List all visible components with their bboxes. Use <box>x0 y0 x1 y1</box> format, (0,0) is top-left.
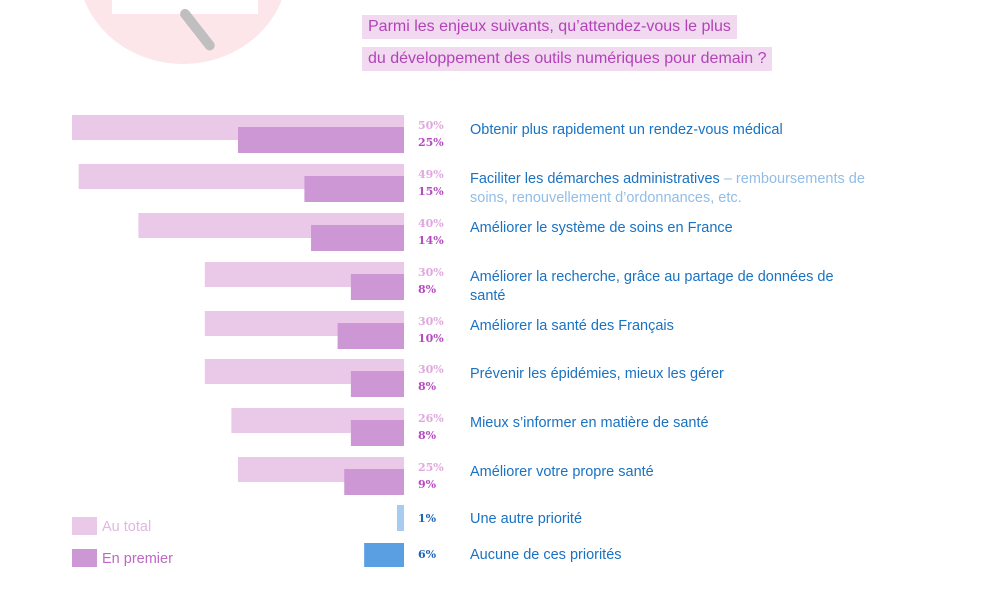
legend-label-total: Au total <box>102 519 152 535</box>
value-label-total-6: 26% <box>418 412 444 425</box>
category-label-7: Améliorer votre propre santé <box>470 463 890 482</box>
bar-first-2 <box>311 225 404 251</box>
legend-swatch-total <box>72 517 97 535</box>
value-label-first-3: 8% <box>418 283 437 296</box>
category-label-9: Aucune de ces priorités <box>470 546 890 565</box>
category-label-5: Prévenir les épidémies, mieux les gérer <box>470 365 890 384</box>
category-label-main: Aucune de ces priorités <box>470 547 622 563</box>
bar-first-3 <box>350 274 404 300</box>
value-label-total-4: 30% <box>418 315 444 328</box>
chart-title-line-1: Parmi les enjeux suivants, qu’attendez-v… <box>362 15 737 39</box>
bar-other-first-9 <box>364 543 404 567</box>
category-label-3: Améliorer la recherche, grâce au partage… <box>470 268 850 306</box>
value-label-total-0: 50% <box>418 119 444 132</box>
value-label-total-2: 40% <box>418 217 444 230</box>
category-label-1: Faciliter les démarches administratives … <box>470 170 890 208</box>
category-label-4: Améliorer la santé des Français <box>470 317 890 336</box>
legend-label-first: En premier <box>102 551 173 567</box>
value-label-total-5: 30% <box>418 363 444 376</box>
bar-first-0 <box>238 127 404 153</box>
value-label-first-1: 15% <box>418 185 444 198</box>
category-label-main: Une autre priorité <box>470 511 583 527</box>
category-label-0: Obtenir plus rapidement un rendez-vous m… <box>470 121 890 140</box>
value-label-total-8: 1% <box>418 512 437 525</box>
category-label-6: Mieux s’informer en matière de santé <box>470 414 890 433</box>
category-label-main: Améliorer votre propre santé <box>470 464 654 480</box>
category-label-main: Prévenir les épidémies, mieux les gérer <box>470 366 724 382</box>
chart-title-line-2: du développement des outils numériques p… <box>362 47 773 71</box>
category-label-main: Améliorer la santé des Français <box>470 318 674 334</box>
bar-first-5 <box>350 371 404 397</box>
value-label-first-2: 14% <box>418 234 444 247</box>
value-label-total-7: 25% <box>418 461 444 474</box>
bar-first-6 <box>350 420 404 446</box>
legend-swatch-first <box>72 549 97 567</box>
value-label-first-4: 10% <box>418 332 444 345</box>
value-label-total-3: 30% <box>418 266 444 279</box>
bar-other-total-8 <box>397 505 404 531</box>
value-label-first-7: 9% <box>418 478 437 491</box>
value-label-total-1: 49% <box>418 168 444 181</box>
bar-first-7 <box>344 469 404 495</box>
category-label-8: Une autre priorité <box>470 510 890 529</box>
category-label-detail: – remboursements de soins, renouvellemen… <box>470 171 865 206</box>
category-label-main: Améliorer le système de soins en France <box>470 220 733 236</box>
category-label-main: Améliorer la recherche, grâce au partage… <box>470 269 834 304</box>
value-label-first-6: 8% <box>418 429 437 442</box>
value-label-first-0: 25% <box>418 136 444 149</box>
category-label-main: Faciliter les démarches administratives <box>470 171 720 187</box>
category-label-main: Obtenir plus rapidement un rendez-vous m… <box>470 122 783 138</box>
bar-first-4 <box>337 323 404 349</box>
value-label-first-5: 8% <box>418 380 437 393</box>
category-label-main: Mieux s’informer en matière de santé <box>470 415 709 431</box>
value-label-first-9: 6% <box>418 548 437 561</box>
category-label-2: Améliorer le système de soins en France <box>470 219 890 238</box>
illustration-card <box>112 0 258 14</box>
bar-first-1 <box>304 176 404 202</box>
